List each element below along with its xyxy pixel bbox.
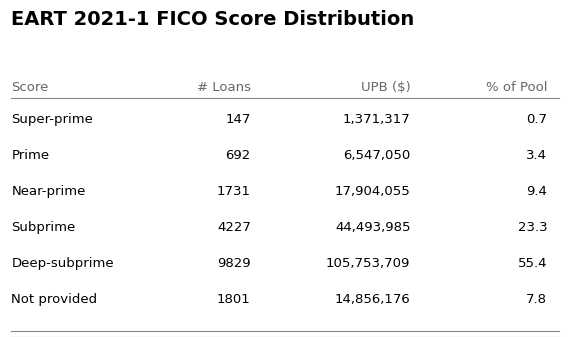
Text: Super-prime: Super-prime <box>11 113 93 126</box>
Text: 9829: 9829 <box>217 257 251 270</box>
Text: 4227: 4227 <box>217 221 251 234</box>
Text: Deep-subprime: Deep-subprime <box>11 257 114 270</box>
Text: 1801: 1801 <box>217 293 251 306</box>
Text: 9.4: 9.4 <box>526 185 547 198</box>
Text: EART 2021-1 FICO Score Distribution: EART 2021-1 FICO Score Distribution <box>11 10 414 29</box>
Text: 105,753,709: 105,753,709 <box>326 257 410 270</box>
Text: 0.7: 0.7 <box>526 113 547 126</box>
Text: 3.4: 3.4 <box>526 149 547 162</box>
Text: Not provided: Not provided <box>11 293 97 306</box>
Text: Prime: Prime <box>11 149 50 162</box>
Text: 14,856,176: 14,856,176 <box>335 293 410 306</box>
Text: 23.3: 23.3 <box>518 221 547 234</box>
Text: 147: 147 <box>225 113 251 126</box>
Text: 7.8: 7.8 <box>526 293 547 306</box>
Text: 1731: 1731 <box>217 185 251 198</box>
Text: Near-prime: Near-prime <box>11 185 86 198</box>
Text: 1,371,317: 1,371,317 <box>343 113 410 126</box>
Text: Subprime: Subprime <box>11 221 76 234</box>
Text: Score: Score <box>11 81 49 94</box>
Text: % of Pool: % of Pool <box>486 81 547 94</box>
Text: 17,904,055: 17,904,055 <box>335 185 410 198</box>
Text: UPB ($): UPB ($) <box>361 81 410 94</box>
Text: # Loans: # Loans <box>197 81 251 94</box>
Text: 44,493,985: 44,493,985 <box>335 221 410 234</box>
Text: 692: 692 <box>226 149 251 162</box>
Text: 55.4: 55.4 <box>518 257 547 270</box>
Text: 6,547,050: 6,547,050 <box>343 149 410 162</box>
